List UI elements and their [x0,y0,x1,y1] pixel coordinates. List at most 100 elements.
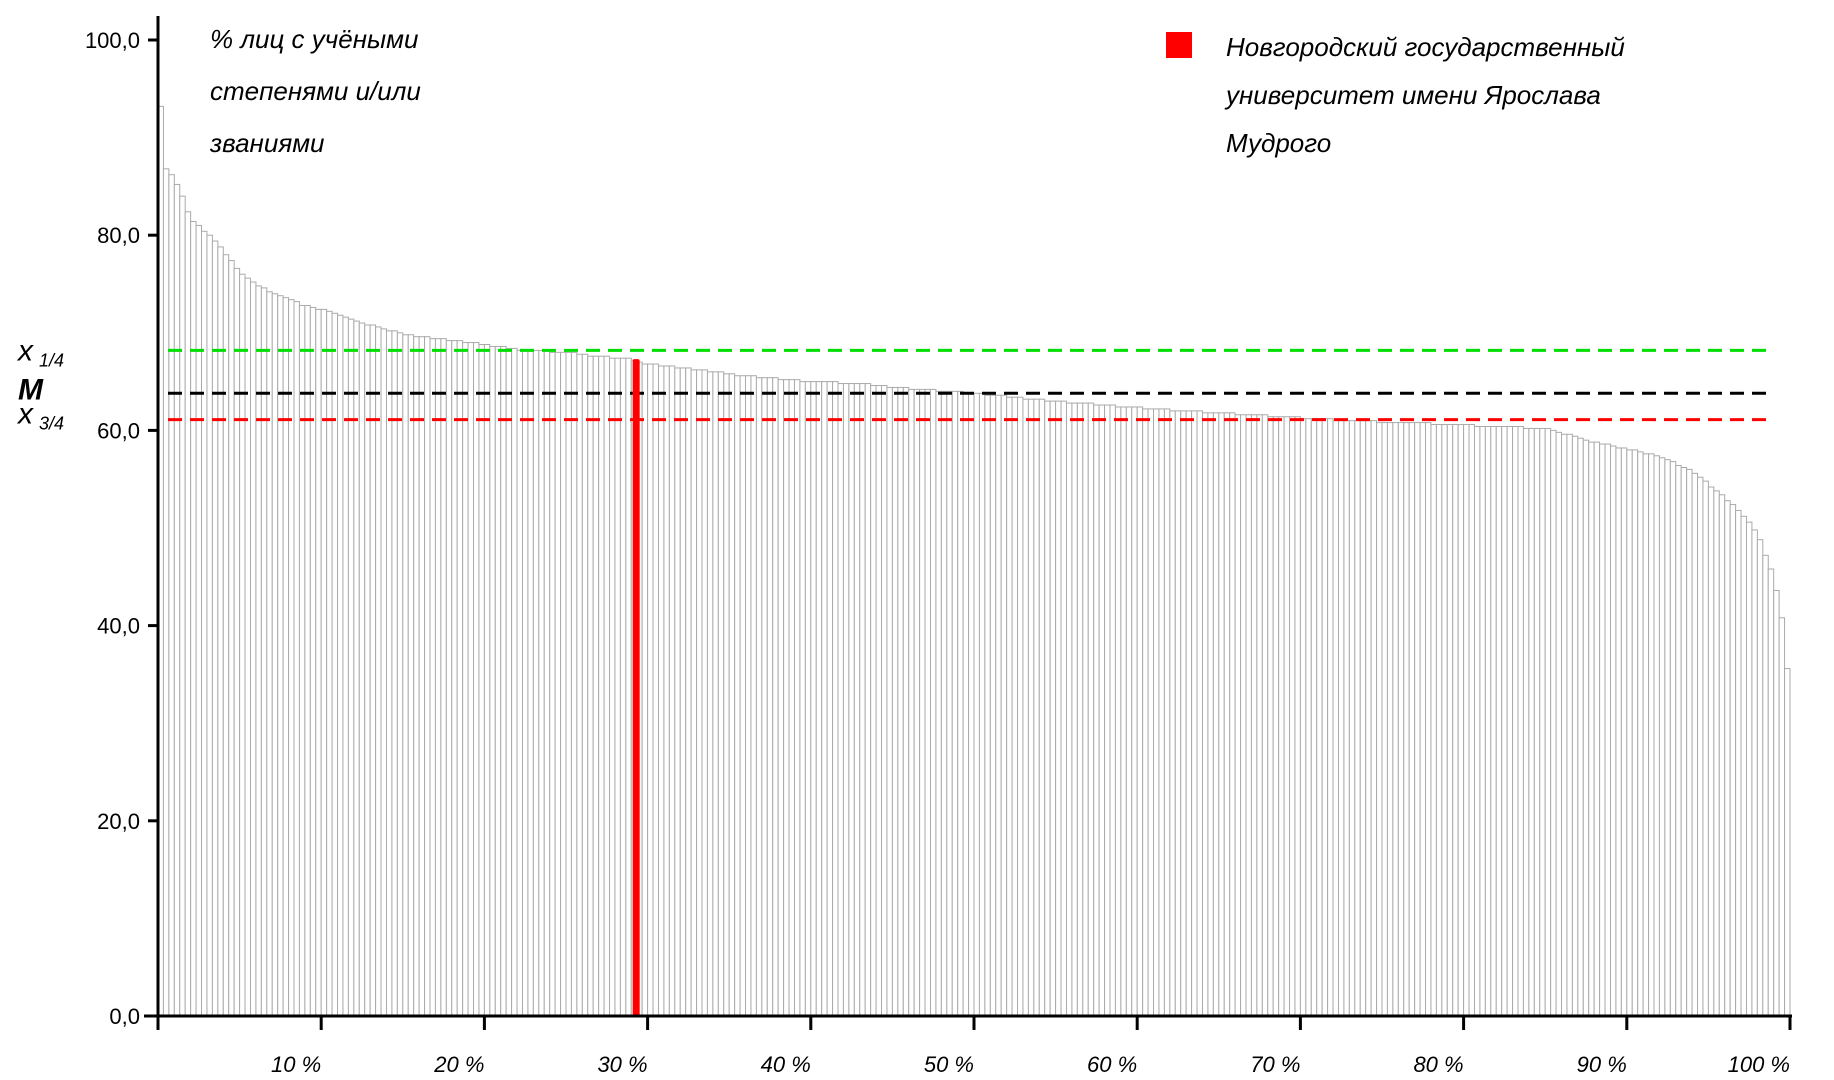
bar [1229,412,1236,1017]
bar [1408,422,1416,1017]
bar [1201,412,1209,1017]
bar [1071,402,1078,1017]
bar [1006,396,1013,1017]
bar [1196,410,1203,1017]
bar [842,383,850,1017]
bar [288,299,295,1017]
bar [1158,408,1165,1017]
bar [1381,422,1388,1017]
bar [690,369,698,1017]
bar [293,301,300,1017]
bar [1337,420,1345,1017]
bar [1153,408,1160,1017]
bar [1691,472,1699,1017]
bar [1512,426,1519,1017]
bar [1114,406,1122,1017]
bar [1490,426,1497,1017]
bar [1604,443,1611,1017]
bar [1267,416,1274,1017]
bar [766,377,774,1017]
bar [881,385,888,1017]
bar [1707,486,1715,1017]
bar [434,338,442,1017]
bar [1784,668,1791,1017]
bar [951,390,959,1017]
bar [1256,414,1263,1017]
bar [913,388,921,1017]
bar [1223,412,1231,1017]
bar [1648,453,1655,1017]
bar [1212,412,1220,1017]
bar [1729,504,1737,1017]
bar [1522,427,1530,1017]
bar [587,355,594,1017]
bar [353,320,360,1017]
bar [1675,465,1682,1017]
bar [266,291,273,1017]
bar [1098,404,1106,1017]
bar [244,277,251,1017]
bar [1038,398,1046,1017]
bar [1517,426,1524,1017]
bar [462,342,469,1017]
legend-text: университет имени Ярослава [1224,80,1601,110]
bar [168,174,175,1017]
bar [179,195,186,1017]
x-tick-label: 80 % [1413,1052,1463,1077]
bar [1452,424,1459,1017]
bar [848,383,855,1017]
bar [1555,431,1563,1017]
bar [717,371,725,1017]
bar [1240,414,1247,1017]
bar [538,349,545,1017]
bar [946,390,953,1017]
bar [728,373,736,1017]
bar [864,383,872,1017]
bar [1365,420,1372,1017]
bar [701,369,708,1017]
bar [1294,416,1301,1017]
bar [1637,451,1644,1017]
bar [565,351,572,1017]
bar [1539,427,1546,1017]
y-tick-label: 20,0 [97,809,140,834]
bar [1131,406,1138,1017]
bar [1218,412,1225,1017]
bar [1686,468,1693,1017]
bar [712,371,719,1017]
bar [445,340,453,1017]
bar [549,351,556,1017]
bar [1299,418,1307,1017]
bar [1359,420,1367,1017]
title-line: % лиц с учёными [210,24,418,54]
bar [1446,424,1454,1017]
bar [968,392,975,1017]
bar [576,353,583,1017]
bar [755,377,763,1017]
bar [875,385,883,1017]
bar [521,349,529,1017]
bar [516,349,523,1017]
bar [494,345,502,1017]
bar [598,355,605,1017]
bar [1588,441,1595,1017]
bar [532,349,540,1017]
bar [249,281,257,1017]
bar [1653,455,1660,1017]
bar [1104,404,1111,1017]
bar [1207,412,1214,1017]
y-tick-label: 0,0 [109,1004,140,1029]
bar [919,388,926,1017]
x-tick-label: 60 % [1087,1052,1137,1077]
bar [777,379,785,1017]
bar [1620,447,1628,1017]
bar [1250,414,1258,1017]
bar [402,334,409,1017]
bar [625,357,632,1017]
bar [788,379,795,1017]
bar [1011,396,1019,1017]
bar [1087,402,1095,1017]
bar [309,306,317,1017]
bar [886,386,893,1017]
y-ticks: 100,0 80,0 60,0 40,0 20,0 0,0 [85,28,158,1029]
